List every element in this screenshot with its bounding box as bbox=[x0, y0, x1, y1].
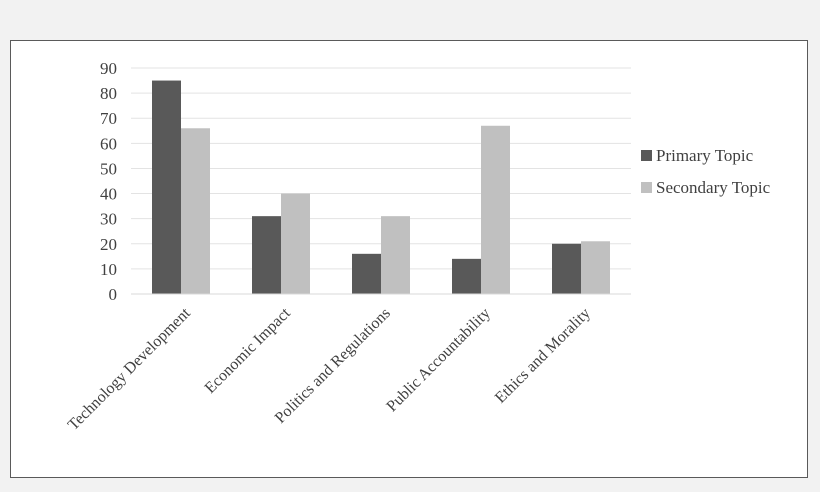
y-tick-label: 50 bbox=[100, 159, 117, 178]
y-tick-label: 0 bbox=[109, 285, 118, 304]
bar-secondary-2 bbox=[381, 216, 410, 294]
bar-secondary-4 bbox=[581, 241, 610, 294]
x-category-label: Ethics and Morality bbox=[492, 305, 594, 407]
x-category-label: Economic Impact bbox=[202, 304, 295, 397]
x-axis-category-labels: Technology Development Economic ImpactPol… bbox=[65, 304, 594, 433]
bar-primary-2 bbox=[352, 253, 381, 294]
bar-primary-1 bbox=[252, 216, 281, 294]
y-tick-label: 40 bbox=[100, 185, 117, 204]
bar-secondary-3 bbox=[481, 125, 510, 294]
x-category-label: Public Accountability bbox=[383, 305, 493, 415]
legend-label-secondary: Secondary Topic bbox=[656, 178, 771, 197]
y-tick-label: 90 bbox=[100, 59, 117, 78]
gridlines bbox=[131, 67, 631, 295]
y-tick-label: 60 bbox=[100, 134, 117, 153]
y-tick-label: 70 bbox=[100, 109, 117, 128]
bar-chart: 0 10 20 30 40 50 60 70 80 90 Technology Developme… bbox=[65, 59, 771, 434]
legend-label-primary: Primary Topic bbox=[656, 146, 754, 165]
bars bbox=[152, 80, 610, 294]
bar-primary-0 bbox=[152, 80, 181, 294]
legend-swatch-secondary bbox=[641, 182, 652, 193]
bar-secondary-0 bbox=[181, 128, 210, 294]
y-tick-label: 80 bbox=[100, 84, 117, 103]
legend-swatch-primary bbox=[641, 150, 652, 161]
y-tick-label: 30 bbox=[100, 210, 117, 229]
bar-secondary-1 bbox=[281, 193, 310, 294]
y-tick-label: 10 bbox=[100, 260, 117, 279]
y-axis-tick-labels: 0 10 20 30 40 50 60 70 80 90 bbox=[100, 59, 117, 304]
chart-frame: 0 10 20 30 40 50 60 70 80 90 Technology Developme… bbox=[10, 40, 808, 478]
bar-primary-4 bbox=[552, 243, 581, 294]
y-tick-label: 20 bbox=[100, 235, 117, 254]
bar-primary-3 bbox=[452, 258, 481, 294]
legend: Primary Topic Secondary Topic bbox=[641, 146, 771, 197]
x-category-label: Politics and Regulations bbox=[272, 305, 394, 427]
x-category-label: Technology Development bbox=[65, 304, 194, 433]
